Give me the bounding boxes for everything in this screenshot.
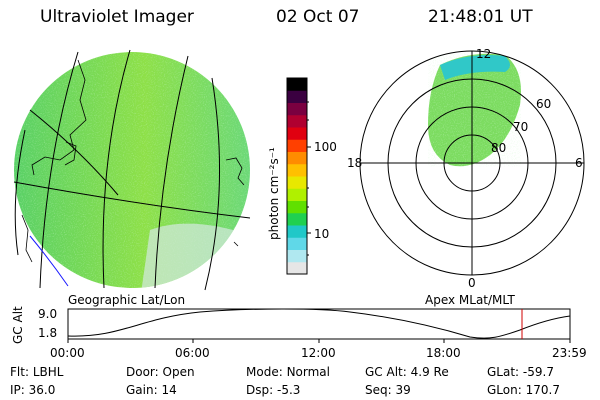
- colorbar-band: [287, 163, 307, 177]
- colorbar-band: [287, 212, 307, 226]
- low-emission-edge: [14, 230, 40, 288]
- colorbar-band: [287, 127, 307, 140]
- colorbar-band: [287, 200, 307, 214]
- colorbar-band: [287, 261, 307, 275]
- colorbar-ticks: [307, 101, 311, 256]
- polar-map: [359, 50, 585, 276]
- date-label: 02 Oct 07: [276, 7, 360, 27]
- x-tick-label: 12:00: [301, 346, 336, 360]
- time-label: 21:48:01 UT: [428, 7, 533, 27]
- meridian: [102, 49, 131, 289]
- status-mode: Mode: Normal: [246, 365, 330, 379]
- altitude-ylabel: GC Alt: [11, 306, 25, 344]
- status-glat: GLat: -59.7: [487, 365, 554, 379]
- apex-caption: Apex MLat/MLT: [425, 293, 515, 307]
- parallel: [13, 181, 251, 219]
- x-tick-label: 06:00: [175, 346, 210, 360]
- altitude-ytick-min: 1.8: [38, 326, 58, 340]
- mlt-label-0: 0: [468, 276, 476, 290]
- lat-label-60: 60: [536, 97, 552, 111]
- altitude-ytick-max: 9.0: [38, 307, 58, 321]
- status-flt: Flt: LBHL: [10, 365, 64, 379]
- coastline: [21, 59, 245, 263]
- colorbar-tick-100: 100: [314, 140, 337, 154]
- x-tick-label: 23:59: [552, 346, 587, 360]
- coast-segment: [31, 59, 87, 176]
- colorbar-tick-10: 10: [314, 227, 330, 241]
- colorbar-band: [287, 176, 307, 189]
- geographic-caption: Geographic Lat/Lon: [68, 293, 186, 307]
- status-gain: Gain: 14: [126, 383, 177, 397]
- lat-label-70: 70: [513, 120, 529, 134]
- altitude-plot: [67, 308, 571, 343]
- status-seq: Seq: 39: [365, 383, 411, 397]
- instrument-title: Ultraviolet Imager: [40, 7, 194, 27]
- parallel: [14, 129, 26, 256]
- colorbar-unit-label: photon cm⁻²s⁻¹: [267, 147, 281, 240]
- colorbar-band: [287, 188, 307, 201]
- meridian: [204, 77, 221, 291]
- plot-frame: [67, 308, 571, 340]
- terminator-line: [29, 235, 69, 287]
- mlt-label-12: 12: [476, 47, 492, 61]
- mlt-label-18: 18: [347, 156, 363, 170]
- coast-segment: [21, 214, 33, 263]
- x-tick-label: 00:00: [50, 346, 85, 360]
- x-ticks: [67, 339, 571, 343]
- geographic-map: [13, 49, 251, 291]
- colorbar-band: [287, 139, 307, 152]
- colorbar-band: [287, 78, 307, 91]
- graticule: [13, 49, 251, 291]
- coast-segment: [64, 141, 77, 166]
- image-noise: [14, 52, 250, 288]
- colorbar-band: [287, 90, 307, 103]
- altitude-curve: [67, 308, 571, 339]
- status-ip: IP: 36.0: [10, 383, 56, 397]
- status-glon: GLon: 170.7: [487, 383, 560, 397]
- coast-segment: [233, 241, 239, 247]
- x-tick-label: 18:00: [426, 346, 461, 360]
- colorbar-band: [287, 237, 307, 250]
- meridian: [154, 55, 189, 289]
- colorbar: [286, 77, 311, 275]
- colorbar-band: [287, 102, 307, 116]
- colorbar-band: [287, 114, 307, 128]
- lat-label-80: 80: [491, 141, 507, 155]
- mlt-label-6: 6: [575, 156, 583, 170]
- parallel: [29, 109, 119, 196]
- colorbar-band: [287, 225, 307, 238]
- status-dsp: Dsp: -5.3: [246, 383, 301, 397]
- status-gc-alt: GC Alt: 4.9 Re: [365, 365, 449, 379]
- colorbar-band: [287, 151, 307, 165]
- auroral-edge: [440, 55, 510, 80]
- polar-grid: [359, 50, 585, 276]
- coast-segment: [225, 157, 245, 186]
- status-door: Door: Open: [126, 365, 195, 379]
- meridian: [39, 51, 79, 289]
- colorbar-band: [287, 249, 307, 263]
- colorbar-frame: [286, 77, 308, 275]
